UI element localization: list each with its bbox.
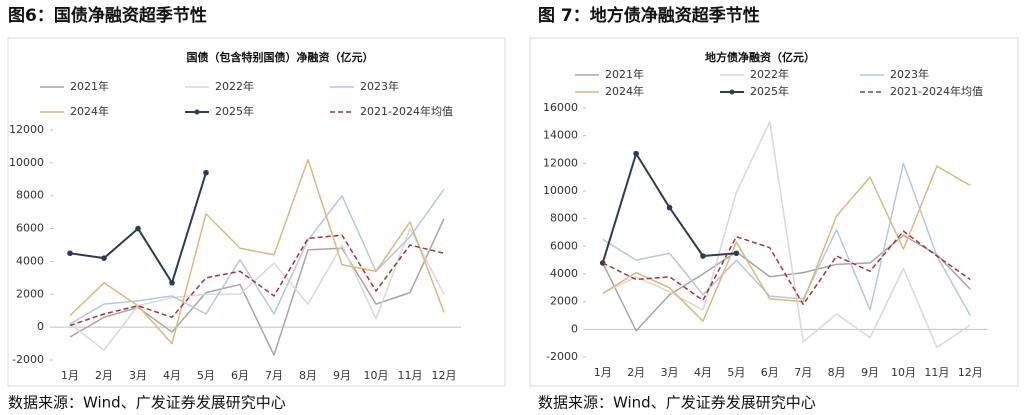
x-tick-label: 12月 (958, 366, 983, 379)
x-tick-label: 5月 (197, 369, 215, 382)
figure-caption: 图6：国债净融资超季节性 (8, 5, 207, 26)
y-tick-label: 4000 (16, 254, 44, 267)
point (633, 150, 639, 157)
x-tick-label: 4月 (694, 366, 712, 379)
y-tick-label: 12000 (543, 156, 578, 169)
series-line (69, 234, 445, 327)
legend-label: 2023年 (890, 67, 929, 81)
y-tick-label: 14000 (543, 129, 578, 142)
x-tick-label: 1月 (594, 366, 612, 379)
point (733, 250, 740, 257)
point (169, 279, 175, 286)
x-tick-label: 7月 (794, 366, 812, 379)
y-tick-label: 8000 (16, 189, 44, 202)
point (67, 250, 73, 257)
legend-label: 2021-2024年均值 (360, 104, 453, 118)
figure-caption: 图 7：地方债净融资超季节性 (538, 5, 760, 26)
chart-title: 国债（包含特别国债）净融资（亿元） (187, 50, 374, 64)
y-tick-label: 8000 (550, 212, 578, 225)
x-tick-label: 5月 (727, 366, 745, 379)
x-tick-label: 4月 (163, 369, 181, 382)
y-tick-label: -2000 (12, 353, 44, 366)
y-tick-label: 0 (37, 320, 44, 333)
legend-label: 2023年 (360, 79, 399, 93)
x-tick-label: 10月 (891, 366, 916, 379)
point (203, 169, 209, 176)
x-tick-label: 3月 (661, 366, 679, 379)
series-line (69, 227, 445, 351)
y-tick-label: 10000 (543, 184, 578, 197)
legend-marker (729, 89, 735, 95)
point (135, 225, 141, 232)
series-line (602, 165, 971, 322)
series-line (602, 230, 971, 306)
y-tick-label: 6000 (16, 222, 44, 235)
y-tick-label: 6000 (550, 239, 578, 252)
x-tick-label: 9月 (861, 366, 879, 379)
x-tick-label: 6月 (231, 369, 249, 382)
x-tick-label: 10月 (364, 369, 389, 382)
legend-label: 2021年 (605, 67, 644, 81)
x-tick-label: 3月 (129, 369, 147, 382)
x-tick-label: 8月 (299, 369, 317, 382)
y-tick-label: 2000 (16, 287, 44, 300)
point (666, 204, 673, 211)
x-tick-label: 8月 (828, 366, 846, 379)
y-tick-label: 0 (571, 322, 578, 335)
frame (7, 37, 506, 387)
frame (529, 37, 1019, 387)
x-tick-label: 12月 (432, 369, 457, 382)
x-tick-label: 2月 (95, 369, 113, 382)
source: 数据来源：Wind、广发证券发展研究中心 (538, 394, 816, 412)
y-tick-label: -2000 (546, 350, 578, 363)
point (700, 253, 706, 259)
x-tick-label: 11月 (398, 369, 423, 382)
y-tick-label: 10000 (9, 156, 44, 169)
x-tick-label: 1月 (61, 369, 79, 382)
y-tick-label: 2000 (550, 295, 578, 308)
series-line (69, 158, 445, 345)
legend-label: 2022年 (215, 79, 254, 93)
x-tick-label: 11月 (924, 366, 949, 379)
x-tick-label: 6月 (761, 366, 779, 379)
source: 数据来源：Wind、广发证券发展研究中心 (8, 394, 286, 412)
series-line (602, 121, 971, 349)
legend-marker (194, 109, 200, 115)
legend-label: 2024年 (70, 104, 109, 118)
series-line (602, 162, 971, 316)
y-tick-label: 12000 (9, 123, 44, 136)
y-tick-label: 16000 (543, 101, 578, 114)
y-tick-label: 4000 (550, 267, 578, 280)
point (101, 255, 107, 261)
legend-label: 2024年 (605, 84, 644, 98)
legend-label: 2025年 (215, 104, 254, 118)
x-tick-label: 7月 (265, 369, 283, 382)
legend-label: 2021-2024年均值 (890, 84, 983, 98)
chart-title: 地方债净融资（亿元） (705, 50, 815, 64)
legend-label: 2021年 (70, 79, 109, 93)
legend-label: 2025年 (750, 84, 789, 98)
legend-label: 2022年 (750, 67, 789, 81)
x-tick-label: 2月 (627, 366, 645, 379)
series-line (69, 188, 445, 325)
x-tick-label: 9月 (333, 369, 351, 382)
